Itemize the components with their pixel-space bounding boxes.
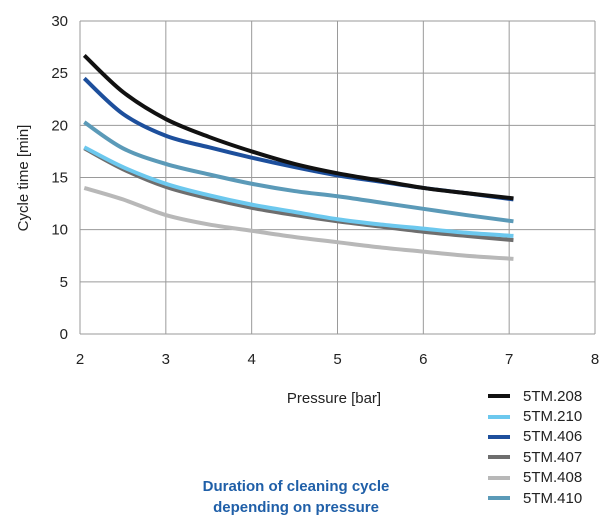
legend-label: 5TM.408 [523, 469, 583, 487]
legend-label: 5TM.407 [523, 448, 583, 466]
x-tick-label: 5 [333, 351, 341, 368]
legend-label: 5TM.210 [523, 408, 583, 426]
y-tick-label: 0 [60, 326, 68, 343]
legend-swatch [488, 496, 510, 501]
legend-item: 5TM.407 [488, 447, 582, 467]
legend-label: 5TM.406 [523, 428, 583, 446]
series-line-5tm-210 [83, 145, 514, 238]
x-tick-label: 2 [76, 351, 84, 368]
x-tick-label: 6 [419, 351, 427, 368]
legend-item: 5TM.208 [488, 386, 582, 406]
legend-item: 5TM.210 [488, 406, 582, 426]
legend-item: 5TM.410 [488, 488, 582, 508]
series-line-5tm-408 [83, 186, 514, 261]
legend-swatch [488, 455, 510, 460]
chart-caption: Duration of cleaning cycle depending on … [160, 476, 432, 518]
x-axis-label: Pressure [bar] [287, 390, 381, 407]
y-tick-label: 10 [51, 222, 68, 239]
x-tick-label: 3 [162, 351, 170, 368]
legend-swatch [488, 394, 510, 399]
legend: 5TM.208 5TM.210 5TM.406 5TM.407 5TM.408 5TM.4… [488, 386, 582, 508]
y-axis-label: Cycle time [min] [15, 125, 32, 232]
x-tick-label: 4 [247, 351, 255, 368]
caption-line-1: Duration of cleaning cycle [202, 478, 390, 495]
grid-lines [79, 20, 596, 335]
caption-line-2: depending on pressure [213, 499, 379, 516]
y-tick-label: 15 [51, 170, 68, 187]
series-line-5tm-410 [83, 120, 514, 224]
tick-labels: 2 3 4 5 6 7 8 0 5 10 15 20 25 30 [51, 13, 599, 368]
series-lines [82, 53, 514, 261]
series-line-5tm-407 [83, 146, 514, 243]
legend-swatch [488, 414, 510, 419]
legend-swatch [488, 434, 510, 439]
series-line-5tm-208 [82, 53, 514, 201]
y-tick-label: 30 [51, 13, 68, 30]
legend-swatch [488, 475, 510, 480]
x-tick-label: 8 [591, 351, 599, 368]
legend-label: 5TM.410 [523, 489, 583, 507]
legend-item: 5TM.408 [488, 468, 582, 488]
x-tick-label: 7 [505, 351, 513, 368]
y-tick-label: 25 [51, 65, 68, 82]
y-tick-label: 20 [51, 117, 68, 134]
legend-item: 5TM.406 [488, 427, 582, 447]
legend-label: 5TM.208 [523, 387, 583, 405]
y-tick-label: 5 [60, 274, 68, 291]
